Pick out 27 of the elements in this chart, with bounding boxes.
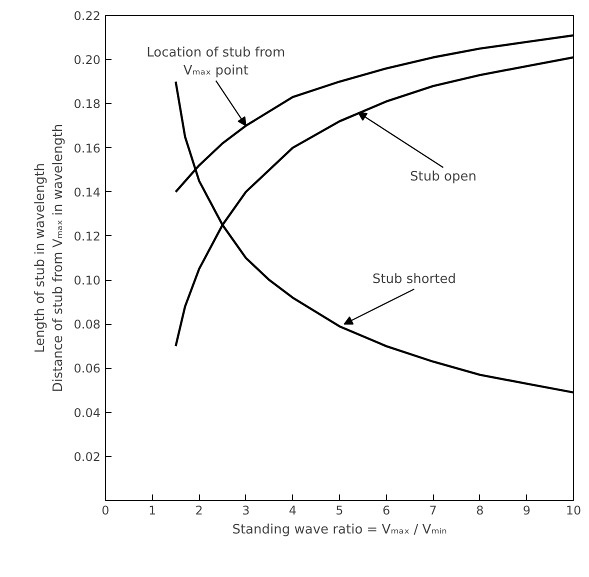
y-tick-label: 0.20 (74, 53, 100, 68)
x-tick-label: 6 (382, 504, 390, 518)
annotation: Location of stub from Vₘₐₓ point (146, 46, 286, 79)
y-tick-label: 0.12 (74, 229, 100, 244)
y-tick-label: 0.06 (74, 362, 100, 376)
annotation: Stub open (410, 170, 476, 184)
x-tick-label: 0 (102, 504, 110, 518)
y-tick-label: 0.02 (74, 450, 100, 464)
y-tick-label: 0.22 (74, 9, 100, 23)
y-tick-label: 0.10 (74, 274, 100, 288)
y-tick-label: 0.16 (74, 141, 100, 156)
y-tick-label: 0.18 (74, 97, 100, 112)
annotation: Stub shorted (372, 272, 456, 288)
y-axis-title: Length of stub in wavelength Distance of stub from Vₘₐₓ in wavelength (32, 124, 66, 392)
x-tick-label: 9 (522, 504, 531, 518)
x-tick-label: 8 (476, 504, 484, 518)
y-tick-label: 0.04 (74, 406, 100, 420)
x-tick-label: 3 (242, 504, 250, 518)
x-tick-label: 7 (429, 504, 437, 518)
x-tick-label: 5 (336, 504, 344, 518)
x-tick-label: 2 (195, 504, 203, 518)
x-axis-title: Standing wave ratio = Vₘₐₓ / Vₘᵢₙ (232, 522, 447, 538)
x-tick-label: 4 (288, 504, 297, 518)
x-tick-label: 1 (148, 504, 156, 518)
x-tick-label: 10 (566, 504, 582, 518)
y-tick-label: 0.14 (74, 185, 100, 200)
y-tick-label: 0.08 (74, 318, 100, 332)
